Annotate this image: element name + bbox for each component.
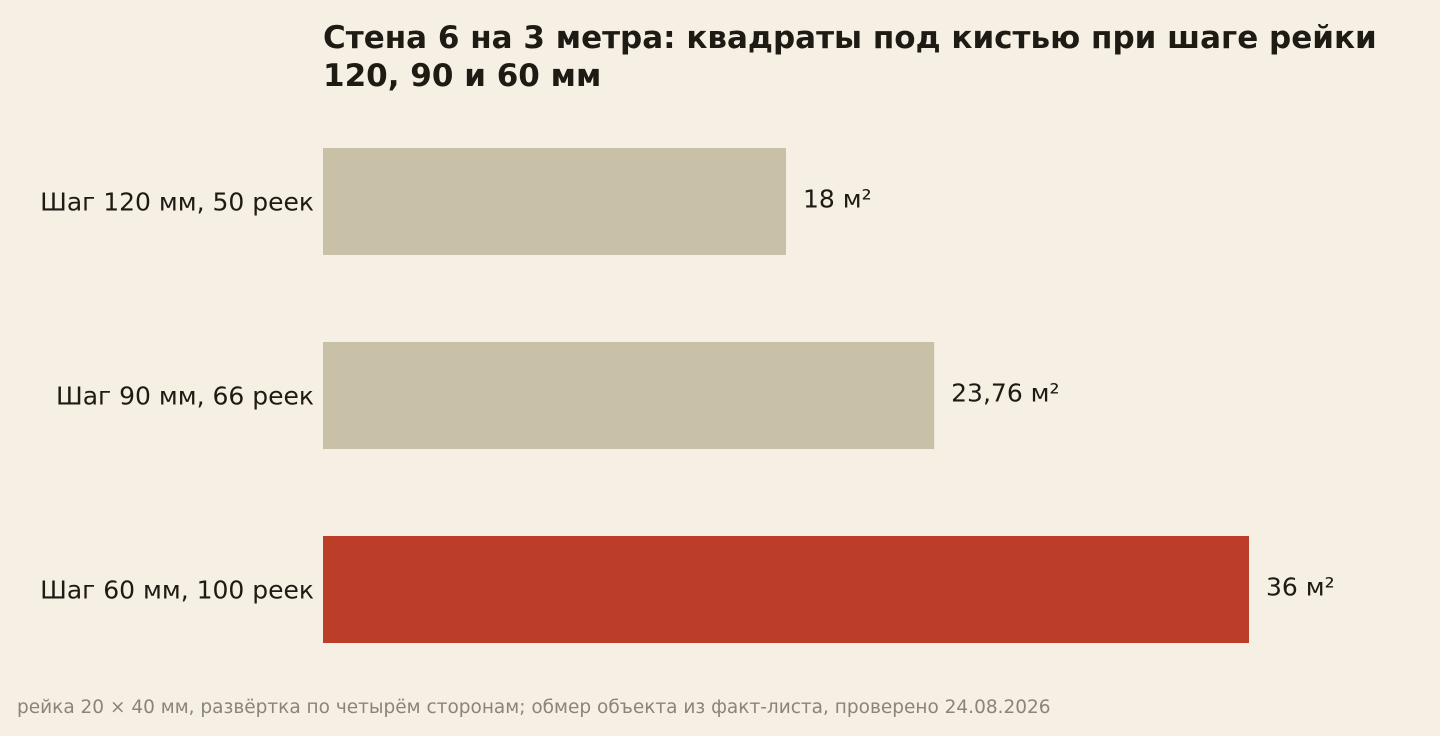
- category-label-2: Шаг 90 мм, 66 реек: [56, 382, 314, 411]
- category-label-3: Шаг 60 мм, 100 реек: [40, 576, 314, 605]
- category-label-1: Шаг 120 мм, 50 реек: [40, 188, 314, 217]
- chart-title: Стена 6 на 3 метра: квадраты под кистью …: [323, 20, 1377, 94]
- value-label-2: 23,76 м²: [951, 379, 1059, 408]
- bar-3: [323, 536, 1249, 643]
- bar-2: [323, 342, 935, 449]
- bar-1: [323, 148, 786, 255]
- footnote: рейка 20 × 40 мм, развёртка по четырём с…: [17, 697, 1051, 718]
- value-label-3: 36 м²: [1266, 573, 1335, 602]
- value-label-1: 18 м²: [803, 185, 872, 214]
